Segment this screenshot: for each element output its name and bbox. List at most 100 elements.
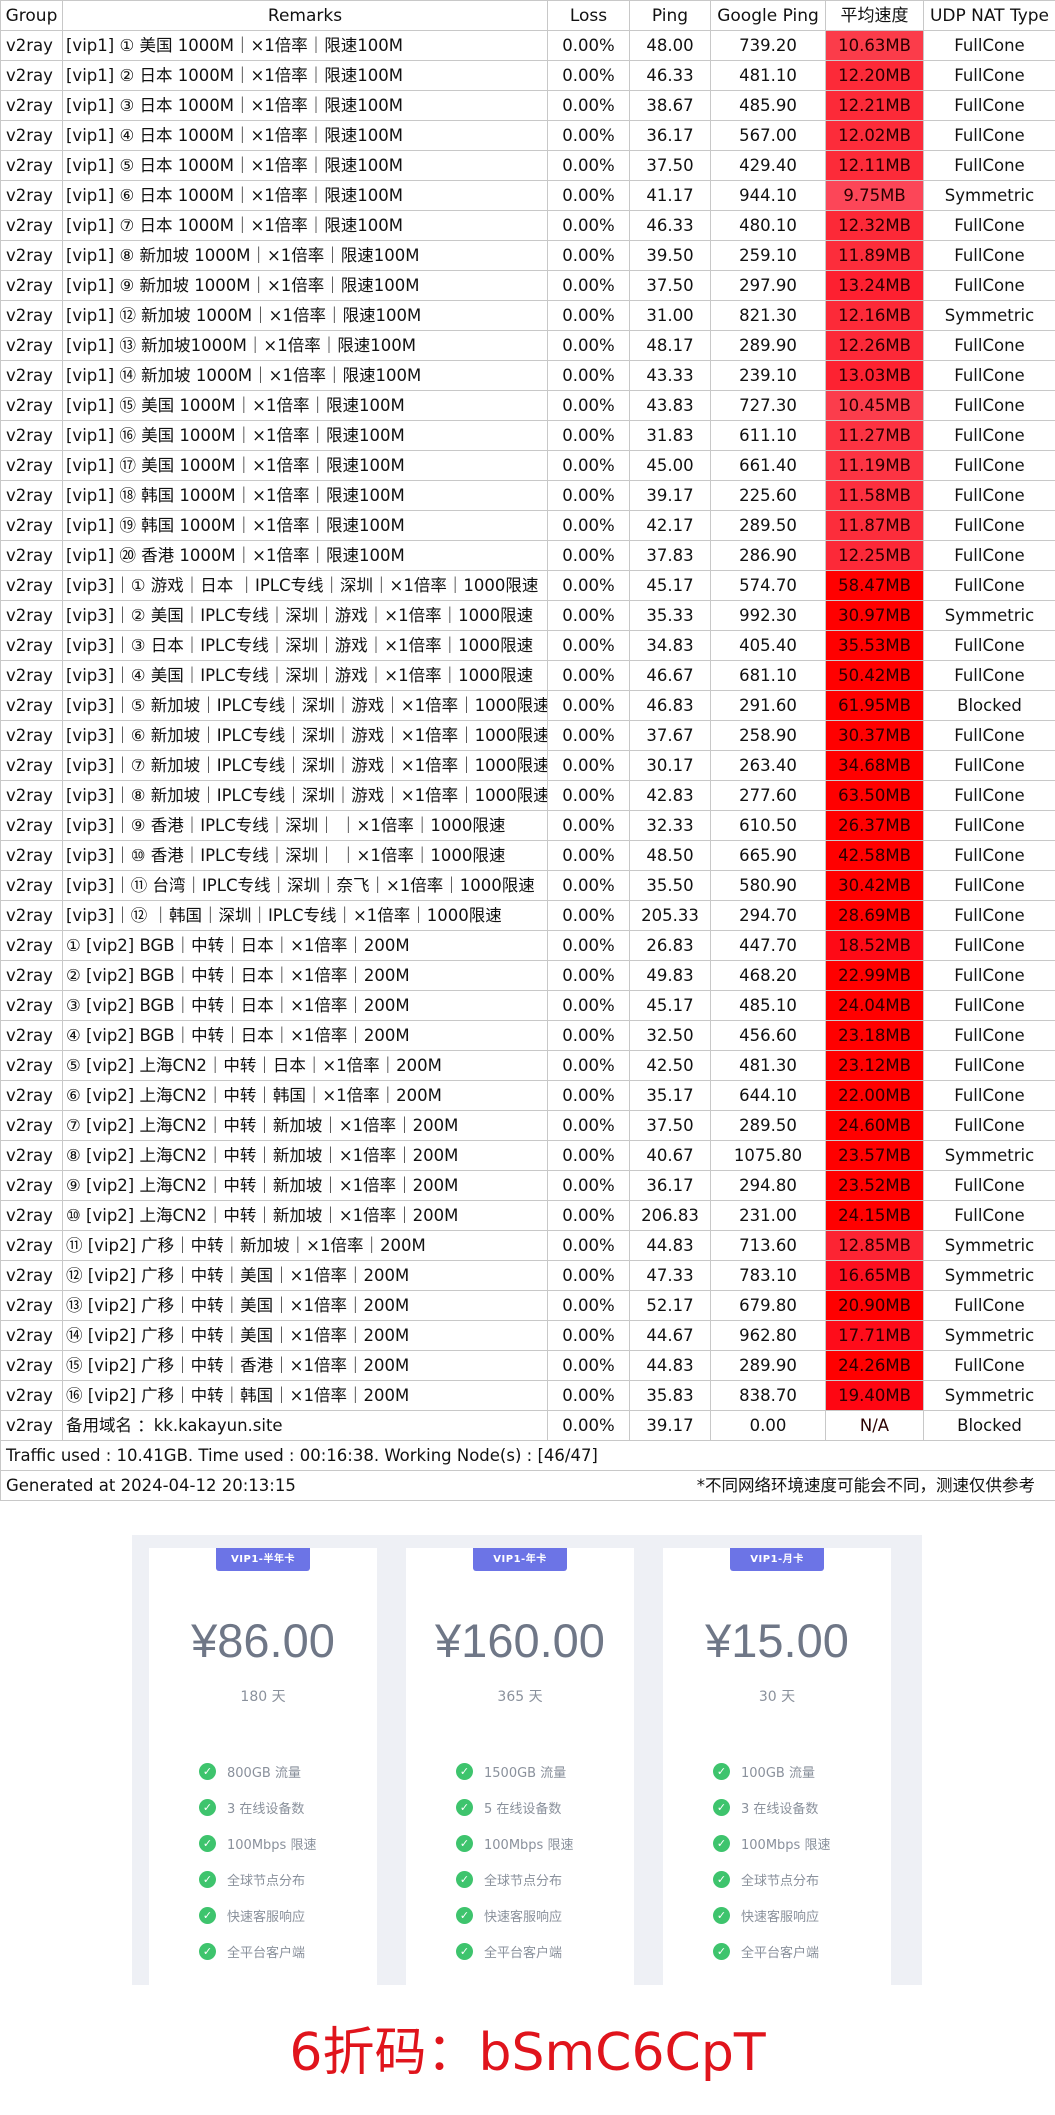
remarks-cell: [vip1] ③ 日本 1000M｜×1倍率｜限速100M: [62, 90, 548, 121]
plan-feature-label: 快速客服响应: [227, 1909, 306, 1925]
table-row: v2ray [vip3]｜⑩ 香港｜IPLC专线｜深圳｜ ｜×1倍率｜1000限速…: [0, 840, 1055, 871]
check-circle-icon: ✓: [199, 1834, 216, 1852]
loss-cell: 0.00%: [547, 240, 630, 271]
column-header-remarks: Remarks: [62, 0, 548, 31]
ping-cell: 41.17: [629, 180, 711, 211]
ping-cell: 35.83: [629, 1380, 711, 1411]
ping-cell: 48.50: [629, 840, 711, 871]
google-ping-cell: 665.90: [710, 840, 826, 871]
google-ping-cell: 225.60: [710, 480, 826, 511]
remarks-cell: [vip3]｜③ 日本｜IPLC专线｜深圳｜游戏｜×1倍率｜1000限速: [62, 630, 548, 661]
group-cell: v2ray: [0, 450, 63, 481]
plan-feature-item: ✓ 全球节点分布: [456, 1861, 573, 1897]
google-ping-cell: 1075.80: [710, 1140, 826, 1171]
loss-cell: 0.00%: [547, 1380, 630, 1411]
udp-nat-type-cell: FullCone: [923, 210, 1055, 241]
remarks-cell: ⑬ [vip2] 广移｜中转｜美国｜×1倍率｜200M: [62, 1290, 548, 1321]
remarks-cell: ⑧ [vip2] 上海CN2｜中转｜新加坡｜×1倍率｜200M: [62, 1140, 548, 1171]
table-row: v2ray [vip1] ⑤ 日本 1000M｜×1倍率｜限速100M 0.00% 3…: [0, 150, 1055, 181]
table-row: v2ray [vip1] ⑥ 日本 1000M｜×1倍率｜限速100M 0.00% 4…: [0, 180, 1055, 211]
loss-cell: 0.00%: [547, 660, 630, 691]
table-row: v2ray [vip3]｜⑪ 台湾｜IPLC专线｜深圳｜奈飞｜×1倍率｜1000限…: [0, 870, 1055, 901]
avg-speed-cell: 42.58MB: [825, 840, 924, 871]
plan-card-year[interactable]: VIP1-年卡 ¥160.00 365 天 ✓ 1500GB 流量 ✓ 5 在线设备数…: [406, 1548, 634, 1985]
udp-nat-type-cell: FullCone: [923, 870, 1055, 901]
plan-feature-label: 100GB 流量: [741, 1765, 815, 1781]
ping-cell: 46.67: [629, 660, 711, 691]
plan-card-month[interactable]: VIP1-月卡 ¥15.00 30 天 ✓ 100GB 流量 ✓ 3 在线设备数 ✓ 10…: [663, 1548, 891, 1985]
ping-cell: 46.33: [629, 60, 711, 91]
plan-badge: VIP1-月卡: [730, 1548, 824, 1571]
google-ping-cell: 297.90: [710, 270, 826, 301]
table-row: v2ray [vip1] ⑭ 新加坡 1000M｜×1倍率｜限速100M 0.00%…: [0, 360, 1055, 391]
ping-cell: 30.17: [629, 750, 711, 781]
group-cell: v2ray: [0, 540, 63, 571]
udp-nat-type-cell: FullCone: [923, 420, 1055, 451]
avg-speed-cell: 61.95MB: [825, 690, 924, 721]
plan-feature-item: ✓ 3 在线设备数: [713, 1789, 830, 1825]
google-ping-cell: 294.80: [710, 1170, 826, 1201]
table-row: v2ray ⑩ [vip2] 上海CN2｜中转｜新加坡｜×1倍率｜200M 0.00…: [0, 1200, 1055, 1231]
remarks-cell: [vip1] ⑨ 新加坡 1000M｜×1倍率｜限速100M: [62, 270, 548, 301]
google-ping-cell: 611.10: [710, 420, 826, 451]
table-row: v2ray [vip1] ① 美国 1000M｜×1倍率｜限速100M 0.00% 4…: [0, 30, 1055, 61]
udp-nat-type-cell: FullCone: [923, 720, 1055, 751]
group-cell: v2ray: [0, 720, 63, 751]
udp-nat-type-cell: FullCone: [923, 330, 1055, 361]
column-header-group: Group: [0, 0, 63, 31]
ping-cell: 44.83: [629, 1350, 711, 1381]
table-row: v2ray ⑥ [vip2] 上海CN2｜中转｜韩国｜×1倍率｜200M 0.00%…: [0, 1080, 1055, 1111]
google-ping-cell: 289.50: [710, 1110, 826, 1141]
udp-nat-type-cell: FullCone: [923, 120, 1055, 151]
group-cell: v2ray: [0, 870, 63, 901]
check-circle-icon: ✓: [456, 1906, 473, 1924]
group-cell: v2ray: [0, 360, 63, 391]
group-cell: v2ray: [0, 1230, 63, 1261]
google-ping-cell: 739.20: [710, 30, 826, 61]
plan-card-half-year[interactable]: VIP1-半年卡 ¥86.00 180 天 ✓ 800GB 流量 ✓ 3 在线设备数 ✓…: [149, 1548, 377, 1985]
loss-cell: 0.00%: [547, 60, 630, 91]
group-cell: v2ray: [0, 1140, 63, 1171]
table-row: v2ray [vip3]｜⑥ 新加坡｜IPLC专线｜深圳｜游戏｜×1倍率｜1000…: [0, 720, 1055, 751]
plan-period: 180 天: [240, 1689, 286, 1705]
ping-cell: 42.17: [629, 510, 711, 541]
avg-speed-cell: 24.26MB: [825, 1350, 924, 1381]
google-ping-cell: 289.90: [710, 1350, 826, 1381]
ping-cell: 39.50: [629, 240, 711, 271]
table-body: v2ray [vip1] ① 美国 1000M｜×1倍率｜限速100M 0.00% 4…: [0, 30, 1055, 1441]
table-row: v2ray [vip1] ⑳ 香港 1000M｜×1倍率｜限速100M 0.00% 3…: [0, 540, 1055, 571]
loss-cell: 0.00%: [547, 90, 630, 121]
remarks-cell: [vip1] ⑲ 韩国 1000M｜×1倍率｜限速100M: [62, 510, 548, 541]
udp-nat-type-cell: FullCone: [923, 1200, 1055, 1231]
loss-cell: 0.00%: [547, 30, 630, 61]
table-row: v2ray ⑪ [vip2] 广移｜中转｜新加坡｜×1倍率｜200M 0.00% 44…: [0, 1230, 1055, 1261]
google-ping-cell: 567.00: [710, 120, 826, 151]
loss-cell: 0.00%: [547, 1200, 630, 1231]
loss-cell: 0.00%: [547, 270, 630, 301]
plan-feature-item: ✓ 1500GB 流量: [456, 1753, 573, 1789]
remarks-cell: [vip3]｜⑫ ｜韩国｜深圳｜IPLC专线｜×1倍率｜1000限速: [62, 900, 548, 931]
ping-cell: 48.17: [629, 330, 711, 361]
table-row: v2ray [vip1] ⑧ 新加坡 1000M｜×1倍率｜限速100M 0.00%…: [0, 240, 1055, 271]
remarks-cell: ⑪ [vip2] 广移｜中转｜新加坡｜×1倍率｜200M: [62, 1230, 548, 1261]
check-circle-icon: ✓: [713, 1906, 730, 1924]
group-cell: v2ray: [0, 840, 63, 871]
udp-nat-type-cell: FullCone: [923, 990, 1055, 1021]
loss-cell: 0.00%: [547, 1080, 630, 1111]
google-ping-cell: 485.90: [710, 90, 826, 121]
google-ping-cell: 944.10: [710, 180, 826, 211]
group-cell: v2ray: [0, 1260, 63, 1291]
group-cell: v2ray: [0, 30, 63, 61]
group-cell: v2ray: [0, 750, 63, 781]
group-cell: v2ray: [0, 1410, 63, 1441]
loss-cell: 0.00%: [547, 990, 630, 1021]
plan-feature-item: ✓ 800GB 流量: [199, 1753, 316, 1789]
plan-price: ¥15.00: [705, 1614, 849, 1667]
loss-cell: 0.00%: [547, 360, 630, 391]
check-circle-icon: ✓: [199, 1942, 216, 1960]
google-ping-cell: 447.70: [710, 930, 826, 961]
google-ping-cell: 405.40: [710, 630, 826, 661]
avg-speed-cell: 12.25MB: [825, 540, 924, 571]
remarks-cell: ⑤ [vip2] 上海CN2｜中转｜日本｜×1倍率｜200M: [62, 1050, 548, 1081]
ping-cell: 37.50: [629, 150, 711, 181]
